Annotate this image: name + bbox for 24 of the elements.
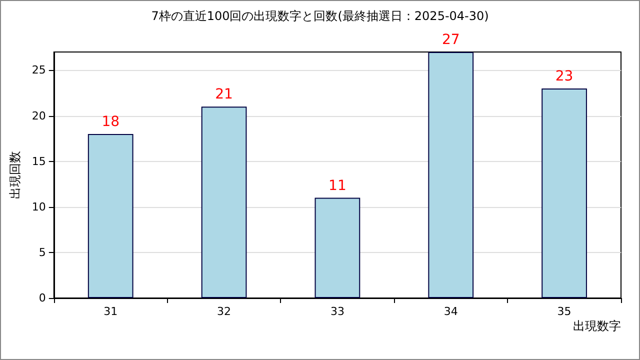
x-axis-title: 出現数字 [573,319,621,333]
bar [314,198,360,298]
x-tick-label: 34 [444,305,458,318]
bar [428,52,474,298]
data-label: 18 [102,114,120,130]
y-tick-label: 20 [32,109,46,122]
bar [201,106,247,298]
data-label: 27 [442,32,460,48]
y-tick-label: 0 [38,292,46,304]
bar [542,88,587,298]
x-tick-label: 35 [557,305,572,318]
data-label: 11 [328,178,346,194]
y-axis-title: 出現回数 [8,151,22,199]
y-tick-label: 25 [32,64,46,77]
y-tick-label: 15 [32,154,46,168]
data-label: 23 [555,68,574,84]
y-tick-label: 10 [32,200,46,214]
y-tick-label: 5 [38,246,46,259]
data-label: 21 [215,86,233,103]
x-tick-label: 32 [217,305,232,318]
chart-title: 7枠の直近100回の出現数字と回数(最終抽選日：2025-04-30) [151,9,489,23]
bar [88,134,134,298]
x-tick-label: 33 [330,305,344,318]
x-tick-label: 31 [104,305,118,318]
